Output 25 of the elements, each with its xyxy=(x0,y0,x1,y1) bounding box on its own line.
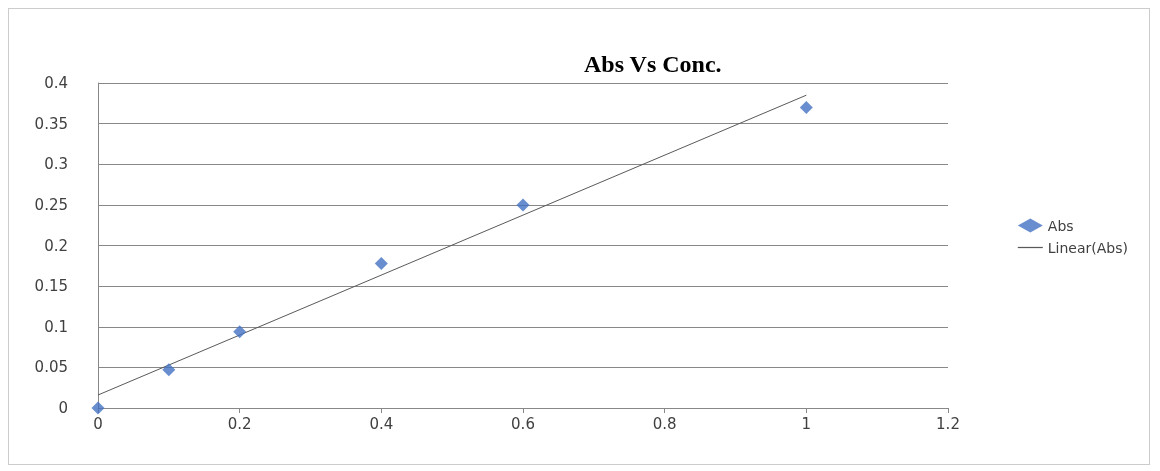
y-tick-label: 0.1 xyxy=(44,317,68,336)
chart-title: Abs Vs Conc. xyxy=(584,51,722,77)
x-tick-label: 0 xyxy=(93,414,103,433)
legend-label: Linear(Abs) xyxy=(1047,239,1129,256)
y-tick-label: 0.05 xyxy=(34,358,68,377)
x-tick-label: 1.2 xyxy=(936,414,960,433)
point xyxy=(516,198,530,212)
y-tick-label: 0.15 xyxy=(34,277,68,296)
x-tick-label: 1 xyxy=(801,414,812,433)
x-tick-label: 0.6 xyxy=(511,414,535,433)
point xyxy=(162,363,176,377)
y-tick-label: 0.4 xyxy=(44,74,68,92)
y-tick-label: 0.35 xyxy=(34,114,68,133)
y-tick-label: 0 xyxy=(58,399,68,417)
x-tick-label: 0.4 xyxy=(369,414,394,433)
y-tick-label: 0.25 xyxy=(34,195,68,214)
point xyxy=(374,256,388,270)
x-tick-label: 0.8 xyxy=(652,414,677,433)
point xyxy=(91,401,105,415)
point xyxy=(233,325,247,339)
y-tick-label: 0.2 xyxy=(44,236,68,255)
x-tick-label: 0.2 xyxy=(227,414,252,433)
legend-label: Abs xyxy=(1047,217,1074,234)
point xyxy=(799,100,813,114)
y-tick-label: 0.3 xyxy=(44,155,68,174)
